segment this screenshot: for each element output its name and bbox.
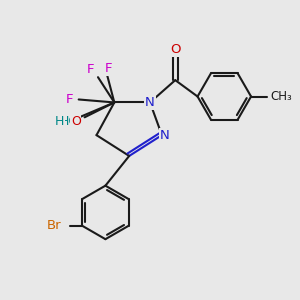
Text: O: O <box>71 115 81 128</box>
Text: F: F <box>87 63 94 76</box>
Text: Br: Br <box>47 219 61 232</box>
Text: HO: HO <box>60 115 80 128</box>
Text: F: F <box>105 62 112 75</box>
Text: N: N <box>145 96 155 109</box>
Text: O: O <box>170 43 181 56</box>
Text: H: H <box>55 115 64 128</box>
Text: F: F <box>66 93 74 106</box>
Text: CH₃: CH₃ <box>270 90 292 103</box>
Text: N: N <box>160 129 170 142</box>
